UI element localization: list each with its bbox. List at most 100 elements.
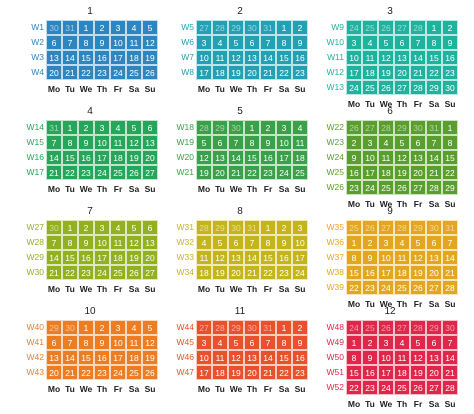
day-cell[interactable]: 4 xyxy=(110,120,126,135)
day-cell[interactable]: 8 xyxy=(244,135,260,150)
day-cell-outside-month[interactable]: 26 xyxy=(378,20,394,35)
day-cell[interactable]: 13 xyxy=(394,50,410,65)
day-cell[interactable]: 4 xyxy=(362,35,378,50)
day-cell-outside-month[interactable]: 26 xyxy=(362,220,378,235)
day-cell[interactable]: 24 xyxy=(378,280,394,295)
day-cell[interactable]: 25 xyxy=(110,265,126,280)
day-cell[interactable]: 8 xyxy=(442,135,458,150)
day-cell[interactable]: 2 xyxy=(78,120,94,135)
day-cell[interactable]: 20 xyxy=(394,65,410,80)
day-cell[interactable]: 20 xyxy=(426,365,442,380)
day-cell[interactable]: 2 xyxy=(362,235,378,250)
day-cell[interactable]: 21 xyxy=(228,165,244,180)
day-cell[interactable]: 12 xyxy=(142,35,158,50)
day-cell[interactable]: 11 xyxy=(362,50,378,65)
day-cell[interactable]: 24 xyxy=(276,165,292,180)
day-cell[interactable]: 9 xyxy=(78,235,94,250)
day-cell[interactable]: 13 xyxy=(244,50,260,65)
day-cell[interactable]: 6 xyxy=(46,35,62,50)
day-cell[interactable]: 15 xyxy=(78,350,94,365)
day-cell-outside-month[interactable]: 28 xyxy=(378,120,394,135)
day-cell[interactable]: 11 xyxy=(378,150,394,165)
day-cell[interactable]: 26 xyxy=(142,65,158,80)
day-cell[interactable]: 27 xyxy=(142,165,158,180)
day-cell-outside-month[interactable]: 25 xyxy=(362,20,378,35)
day-cell[interactable]: 19 xyxy=(196,165,212,180)
day-cell[interactable]: 1 xyxy=(276,20,292,35)
day-cell-outside-month[interactable]: 25 xyxy=(346,220,362,235)
day-cell[interactable]: 15 xyxy=(442,150,458,165)
day-cell[interactable]: 12 xyxy=(196,150,212,165)
day-cell[interactable]: 21 xyxy=(426,165,442,180)
day-cell[interactable]: 15 xyxy=(346,265,362,280)
day-cell[interactable]: 2 xyxy=(442,20,458,35)
day-cell[interactable]: 7 xyxy=(260,335,276,350)
day-cell-outside-month[interactable]: 27 xyxy=(394,320,410,335)
day-cell[interactable]: 26 xyxy=(394,180,410,195)
day-cell[interactable]: 17 xyxy=(196,365,212,380)
day-cell[interactable]: 11 xyxy=(212,350,228,365)
day-cell[interactable]: 12 xyxy=(142,335,158,350)
day-cell[interactable]: 13 xyxy=(212,150,228,165)
day-cell-outside-month[interactable]: 26 xyxy=(378,320,394,335)
day-cell[interactable]: 25 xyxy=(126,65,142,80)
day-cell[interactable]: 2 xyxy=(260,120,276,135)
day-cell-outside-month[interactable]: 31 xyxy=(244,220,260,235)
day-cell-outside-month[interactable]: 31 xyxy=(442,220,458,235)
day-cell[interactable]: 11 xyxy=(292,135,308,150)
day-cell[interactable]: 22 xyxy=(78,365,94,380)
day-cell[interactable]: 4 xyxy=(292,120,308,135)
day-cell-outside-month[interactable]: 30 xyxy=(244,20,260,35)
day-cell[interactable]: 19 xyxy=(126,250,142,265)
day-cell[interactable]: 1 xyxy=(346,235,362,250)
day-cell[interactable]: 7 xyxy=(410,35,426,50)
day-cell[interactable]: 29 xyxy=(426,80,442,95)
day-cell[interactable]: 23 xyxy=(442,65,458,80)
day-cell[interactable]: 20 xyxy=(426,265,442,280)
day-cell-outside-month[interactable]: 28 xyxy=(196,220,212,235)
day-cell[interactable]: 1 xyxy=(78,320,94,335)
day-cell[interactable]: 20 xyxy=(228,265,244,280)
day-cell[interactable]: 25 xyxy=(126,365,142,380)
day-cell[interactable]: 22 xyxy=(346,280,362,295)
day-cell[interactable]: 14 xyxy=(260,50,276,65)
day-cell[interactable]: 3 xyxy=(94,120,110,135)
day-cell[interactable]: 24 xyxy=(378,380,394,395)
day-cell[interactable]: 21 xyxy=(442,265,458,280)
day-cell[interactable]: 14 xyxy=(46,150,62,165)
day-cell-outside-month[interactable]: 30 xyxy=(426,220,442,235)
day-cell-outside-month[interactable]: 29 xyxy=(212,120,228,135)
day-cell[interactable]: 20 xyxy=(46,365,62,380)
day-cell[interactable]: 10 xyxy=(110,35,126,50)
day-cell[interactable]: 7 xyxy=(442,235,458,250)
day-cell[interactable]: 17 xyxy=(110,350,126,365)
day-cell[interactable]: 14 xyxy=(260,350,276,365)
day-cell[interactable]: 18 xyxy=(196,265,212,280)
day-cell[interactable]: 18 xyxy=(126,350,142,365)
day-cell[interactable]: 28 xyxy=(442,280,458,295)
day-cell-outside-month[interactable]: 30 xyxy=(46,20,62,35)
day-cell[interactable]: 16 xyxy=(260,150,276,165)
day-cell[interactable]: 19 xyxy=(394,165,410,180)
day-cell[interactable]: 16 xyxy=(94,50,110,65)
day-cell[interactable]: 15 xyxy=(276,50,292,65)
day-cell[interactable]: 16 xyxy=(94,350,110,365)
day-cell[interactable]: 7 xyxy=(62,35,78,50)
day-cell[interactable]: 6 xyxy=(410,135,426,150)
day-cell[interactable]: 2 xyxy=(94,20,110,35)
day-cell[interactable]: 20 xyxy=(142,150,158,165)
day-cell-outside-month[interactable]: 25 xyxy=(362,320,378,335)
day-cell[interactable]: 9 xyxy=(260,135,276,150)
day-cell[interactable]: 15 xyxy=(78,50,94,65)
day-cell[interactable]: 20 xyxy=(410,165,426,180)
day-cell[interactable]: 7 xyxy=(228,135,244,150)
day-cell[interactable]: 19 xyxy=(410,265,426,280)
day-cell[interactable]: 16 xyxy=(276,250,292,265)
day-cell[interactable]: 23 xyxy=(78,165,94,180)
day-cell[interactable]: 24 xyxy=(94,165,110,180)
day-cell[interactable]: 3 xyxy=(346,35,362,50)
day-cell[interactable]: 3 xyxy=(196,35,212,50)
day-cell-outside-month[interactable]: 29 xyxy=(46,320,62,335)
day-cell[interactable]: 9 xyxy=(78,135,94,150)
day-cell[interactable]: 17 xyxy=(378,265,394,280)
